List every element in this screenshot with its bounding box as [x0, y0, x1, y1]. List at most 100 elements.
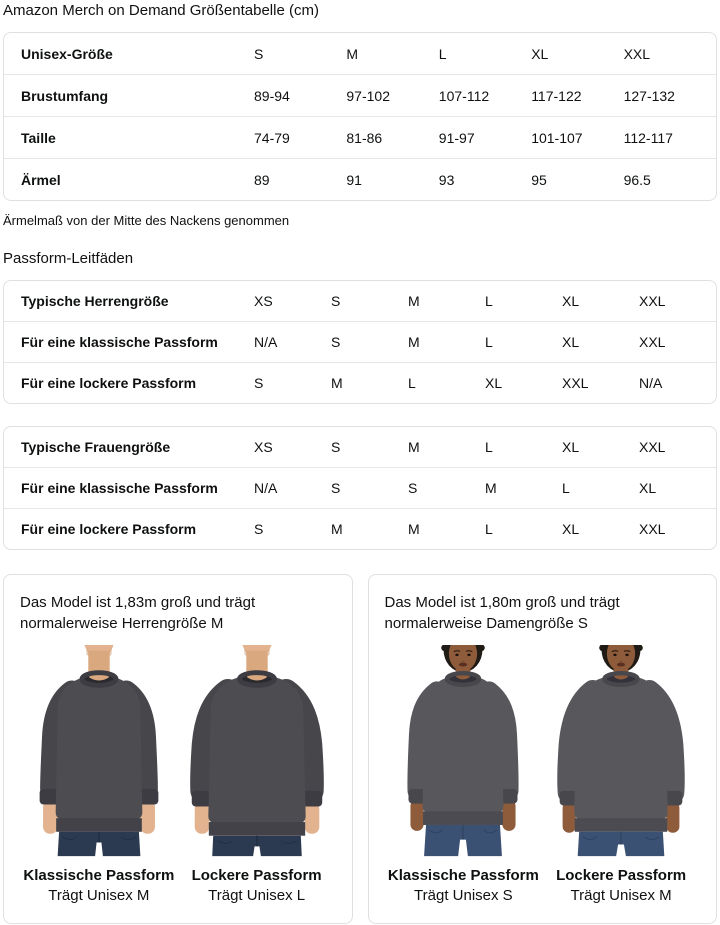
- wears-caption: Trägt Unisex S: [414, 887, 513, 904]
- row-label: Für eine lockere Passform: [21, 521, 197, 537]
- model-cards: Das Model ist 1,83m groß und trägt norma…: [3, 574, 717, 924]
- cell-value: 95: [531, 171, 547, 188]
- cell-value: 117-122: [531, 87, 582, 104]
- table-row: Für eine lockere Passform S M M L XL XXL: [4, 508, 716, 549]
- table-row: Für eine lockere Passform S M L XL XXL N…: [4, 362, 716, 403]
- cell-value: S: [254, 521, 264, 537]
- cell-value: XL: [562, 439, 580, 455]
- cell-value: L: [438, 45, 447, 62]
- table-row: Taille 74-79 81-86 91-97 101-107 112-117: [4, 116, 716, 158]
- cell-value: XXL: [562, 375, 589, 391]
- cell-value: M: [331, 375, 343, 391]
- table-row: Brustumfang 89-94 97-102 107-112 117-122…: [4, 74, 716, 116]
- cell-value: 74-79: [254, 129, 290, 146]
- row-label: Für eine klassische Passform: [21, 334, 218, 350]
- cell-value: 107-112: [438, 87, 490, 104]
- table-row: Für eine klassische Passform N/A S M L X…: [4, 321, 716, 362]
- fit-caption: Klassische Passform: [23, 867, 175, 884]
- cell-value: S: [254, 375, 264, 391]
- cell-value: M: [485, 480, 497, 496]
- model-photos: Klassische Passform Trägt Unisex S: [385, 645, 701, 904]
- cell-value: L: [485, 439, 493, 455]
- cell-value: S: [331, 334, 341, 350]
- cell-value: 101-107: [531, 129, 583, 146]
- table-row: Ärmel 89 91 93 95 96.5: [4, 158, 716, 200]
- cell-value: S: [331, 293, 341, 309]
- fit-caption: Lockere Passform: [556, 867, 687, 884]
- cell-value: L: [485, 521, 493, 537]
- cell-value: XXL: [639, 293, 666, 309]
- cell-value: XL: [562, 293, 580, 309]
- cell-value: N/A: [254, 480, 278, 496]
- cell-value: 89: [254, 171, 270, 188]
- row-label: Typische Frauengröße: [21, 439, 171, 455]
- fit-table-men: Typische Herrengröße XS S M L XL XXL Für…: [3, 280, 717, 404]
- fit-guides-title: Passform-Leitfäden: [3, 250, 134, 267]
- wears-caption: Trägt Unisex L: [208, 887, 306, 904]
- model-description: Das Model ist 1,83m groß und trägt norma…: [20, 594, 256, 632]
- row-label: Ärmel: [21, 171, 61, 188]
- cell-value: 127-132: [623, 87, 675, 104]
- model-figure: Lockere Passform Trägt Unisex L: [178, 645, 336, 904]
- cell-value: 91-97: [438, 129, 475, 146]
- cell-value: XL: [562, 521, 580, 537]
- cell-value: XS: [254, 293, 273, 309]
- cell-value: 97-102: [346, 87, 390, 104]
- wears-caption: Trägt Unisex M: [48, 887, 150, 904]
- cell-value: N/A: [254, 334, 278, 350]
- cell-value: L: [485, 293, 493, 309]
- row-label: Brustumfang: [21, 87, 109, 104]
- sleeve-note: Ärmelmaß von der Mitte des Nackens genom…: [3, 213, 290, 228]
- model-card-women: Das Model ist 1,80m groß und trägt norma…: [367, 574, 717, 924]
- cell-value: S: [254, 45, 264, 62]
- cell-value: M: [331, 521, 343, 537]
- cell-value: XXL: [623, 45, 651, 62]
- model-photo-man-classic-fit: [39, 645, 159, 857]
- model-figure: Klassische Passform Trägt Unisex S: [385, 645, 543, 904]
- cell-value: XL: [531, 45, 549, 62]
- fit-table-women: Typische Frauengröße XS S M L XL XXL Für…: [3, 426, 717, 550]
- cell-value: M: [408, 293, 420, 309]
- row-label: Unisex-Größe: [21, 45, 113, 62]
- cell-value: XL: [639, 480, 657, 496]
- cell-value: 89-94: [254, 87, 290, 104]
- model-photo-woman-loose-fit: [557, 645, 685, 857]
- size-table: Unisex-Größe S M L XL XXL Brustumfang 89…: [3, 32, 717, 201]
- table-row: Typische Frauengröße XS S M L XL XXL: [4, 427, 716, 467]
- cell-value: 93: [438, 171, 455, 188]
- cell-value: S: [331, 439, 341, 455]
- cell-value: 112-117: [623, 129, 673, 146]
- cell-value: XXL: [639, 334, 666, 350]
- fit-caption: Klassische Passform: [387, 867, 539, 884]
- page-title: Amazon Merch on Demand Größentabelle (cm…: [3, 2, 319, 19]
- table-row: Für eine klassische Passform N/A S S M L…: [4, 467, 716, 508]
- row-label: Für eine lockere Passform: [21, 375, 197, 391]
- fit-caption: Lockere Passform: [191, 867, 322, 884]
- cell-value: L: [408, 375, 416, 391]
- cell-value: 91: [346, 171, 362, 188]
- cell-value: S: [331, 480, 341, 496]
- cell-value: XL: [562, 334, 580, 350]
- model-photo-woman-classic-fit: [407, 645, 519, 857]
- cell-value: 96.5: [623, 171, 651, 188]
- cell-value: M: [408, 334, 420, 350]
- table-row: Typische Herrengröße XS S M L XL XXL: [4, 281, 716, 321]
- cell-value: 81-86: [346, 129, 383, 146]
- cell-value: XXL: [639, 439, 666, 455]
- model-card-men: Das Model ist 1,83m groß und trägt norma…: [3, 574, 353, 924]
- cell-value: L: [562, 480, 570, 496]
- model-figure: Lockere Passform Trägt Unisex M: [542, 645, 700, 904]
- cell-value: M: [408, 439, 420, 455]
- wears-caption: Trägt Unisex M: [570, 887, 672, 904]
- model-photo-man-loose-fit: [189, 645, 324, 857]
- table-row: Unisex-Größe S M L XL XXL: [4, 33, 716, 74]
- row-label: Typische Herrengröße: [21, 293, 169, 309]
- row-label: Taille: [21, 129, 56, 146]
- model-description: Das Model ist 1,80m groß und trägt norma…: [384, 594, 620, 632]
- cell-value: XS: [254, 439, 273, 455]
- model-figure: Klassische Passform Trägt Unisex M: [20, 645, 178, 904]
- model-photos: Klassische Passform Trägt Unisex M: [20, 645, 336, 904]
- cell-value: M: [346, 45, 359, 62]
- cell-value: M: [408, 521, 420, 537]
- cell-value: N/A: [639, 375, 663, 391]
